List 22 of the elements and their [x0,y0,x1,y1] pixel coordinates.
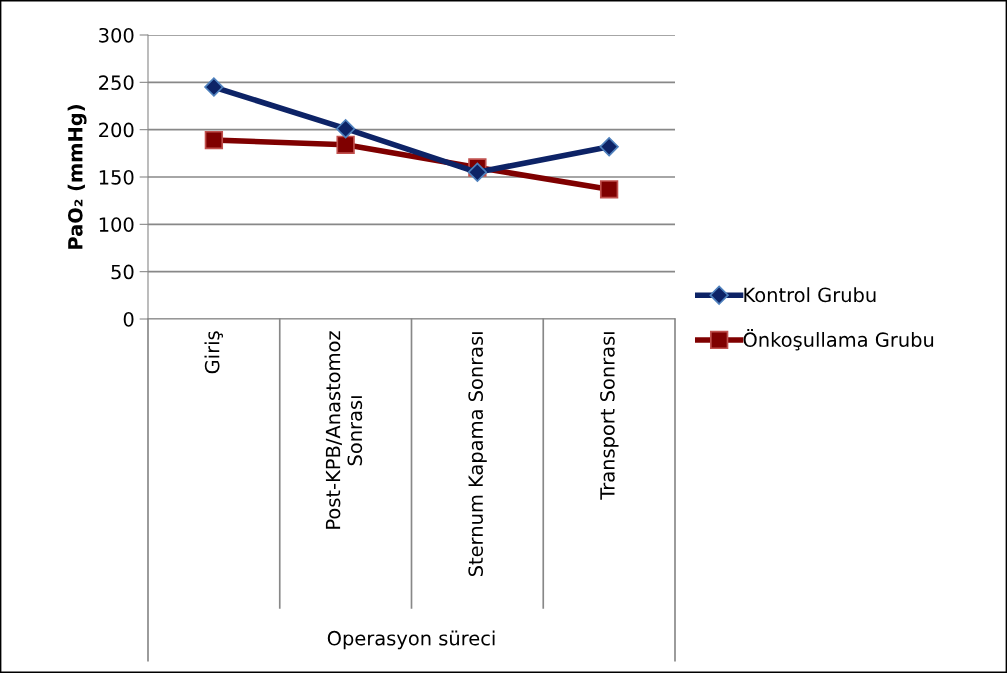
point [335,119,356,139]
x-tick-label: Giriş [204,331,223,374]
y-tick-label: 300 [99,27,134,43]
point [204,130,224,150]
point [336,135,355,154]
x-axis-title: Operasyon süreci [327,630,495,650]
y-tick-label: 150 [99,169,134,185]
x-tick-label: Transport Sonrası [600,332,619,500]
y-axis-title: PaO₂ (mmHg) [67,105,87,249]
x-tick-label: Sternum Kapama Sonrası [468,332,487,577]
y-tick-label: 200 [99,122,134,138]
y-tick-label: 250 [99,75,134,90]
x-tick-label: Post-KPB/Anastomoz Sonrası [325,331,363,529]
legend-label: Kontrol Grubu [744,287,876,303]
y-tick-label: 0 [123,311,134,327]
legend-label: Önkoşullama Grubu [743,329,934,351]
point [599,137,619,157]
y-tick-label: 50 [111,264,134,280]
point [467,162,488,182]
y-tick-label: 100 [99,217,134,232]
point [599,180,619,199]
point [204,77,224,97]
